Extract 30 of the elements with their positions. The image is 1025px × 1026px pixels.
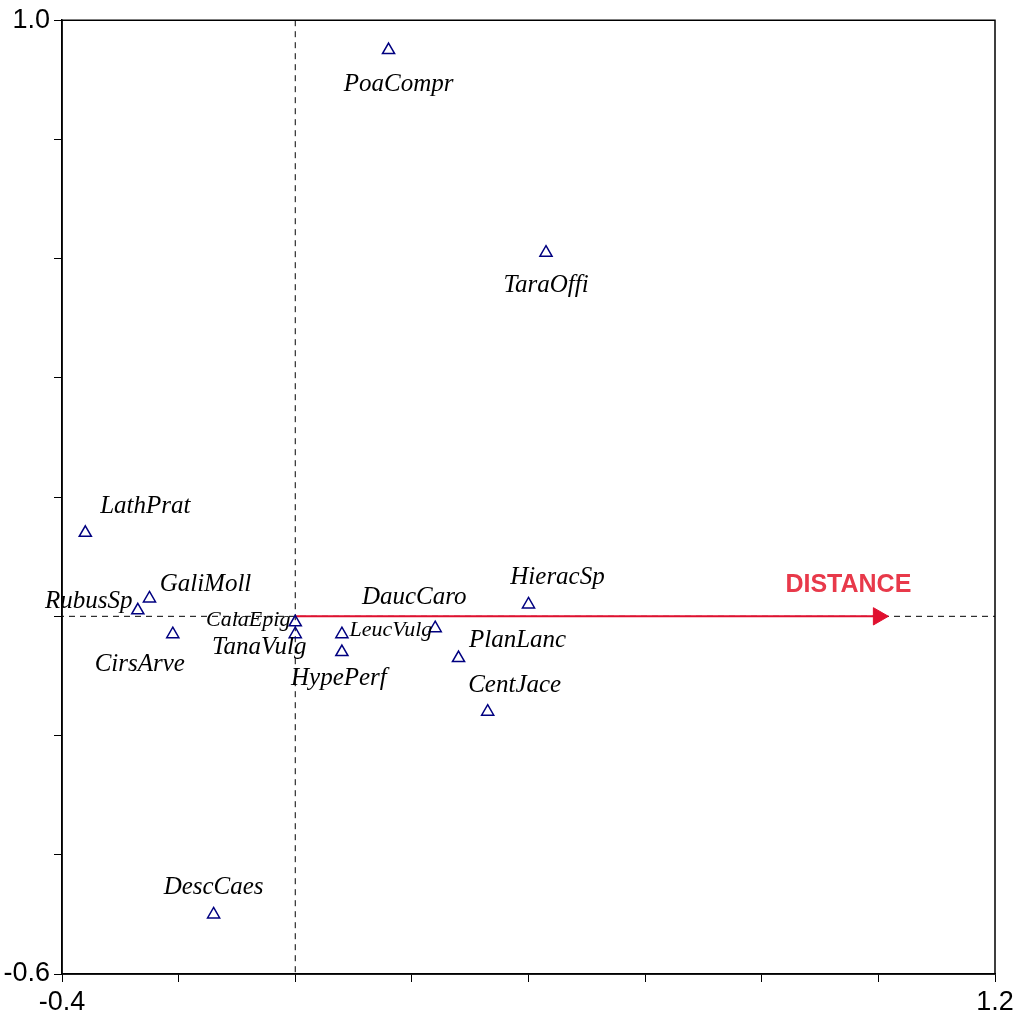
point bbox=[206, 906, 221, 919]
series-label: CentJace bbox=[468, 670, 562, 698]
series-label: CirsArve bbox=[94, 648, 185, 676]
series-label: TanaVulg bbox=[212, 631, 307, 659]
series-label: HieracSp bbox=[509, 561, 605, 589]
y-tick-label: 1.0 bbox=[12, 3, 50, 34]
series-label: GaliMoll bbox=[159, 569, 252, 597]
series-label: DISTANCE bbox=[785, 569, 912, 598]
series-label: PoaCompr bbox=[342, 68, 454, 96]
y-tick-label: -0.6 bbox=[3, 957, 50, 988]
point bbox=[539, 244, 553, 257]
point bbox=[165, 626, 180, 639]
series-label: HypePerf bbox=[290, 662, 390, 690]
point bbox=[381, 42, 396, 55]
point bbox=[521, 596, 536, 609]
point bbox=[335, 644, 349, 657]
point bbox=[480, 703, 495, 716]
x-tick-label: 1.2 bbox=[976, 985, 1014, 1016]
point bbox=[335, 626, 349, 639]
series-label: CalaEpig bbox=[206, 606, 291, 632]
series-label: LeucVulg bbox=[348, 615, 433, 641]
series-label: TaraOffi bbox=[503, 270, 589, 298]
x-tick-label: -0.4 bbox=[38, 985, 86, 1016]
point bbox=[451, 650, 466, 663]
series-label: LathPrat bbox=[99, 491, 192, 519]
series-label: DescCaes bbox=[162, 871, 264, 899]
series-label: DaucCaro bbox=[360, 581, 467, 609]
point bbox=[142, 590, 157, 603]
point bbox=[78, 525, 93, 538]
series-label: PlanLanc bbox=[467, 624, 567, 652]
